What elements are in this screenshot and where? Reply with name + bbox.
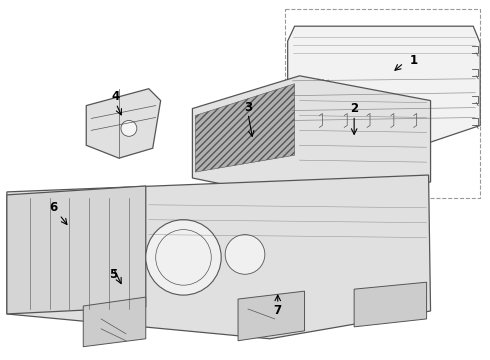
Polygon shape (288, 26, 480, 188)
Circle shape (225, 235, 265, 274)
Text: 5: 5 (109, 268, 117, 281)
Polygon shape (7, 175, 431, 339)
Text: 7: 7 (274, 305, 282, 318)
Text: 2: 2 (350, 102, 358, 115)
Polygon shape (310, 78, 314, 152)
Polygon shape (354, 282, 427, 327)
Polygon shape (319, 79, 323, 153)
Polygon shape (196, 84, 294, 172)
Polygon shape (315, 79, 318, 152)
Polygon shape (305, 78, 309, 151)
Polygon shape (294, 77, 298, 150)
Polygon shape (299, 77, 303, 151)
Text: 1: 1 (410, 54, 418, 67)
Polygon shape (193, 76, 431, 200)
Text: 4: 4 (112, 90, 120, 103)
Circle shape (146, 220, 221, 295)
Text: 3: 3 (244, 101, 252, 114)
Polygon shape (83, 297, 146, 347)
Polygon shape (86, 89, 161, 158)
Polygon shape (238, 291, 305, 341)
Text: 6: 6 (49, 201, 58, 214)
Polygon shape (324, 80, 328, 153)
Circle shape (121, 121, 137, 136)
Polygon shape (7, 186, 146, 314)
